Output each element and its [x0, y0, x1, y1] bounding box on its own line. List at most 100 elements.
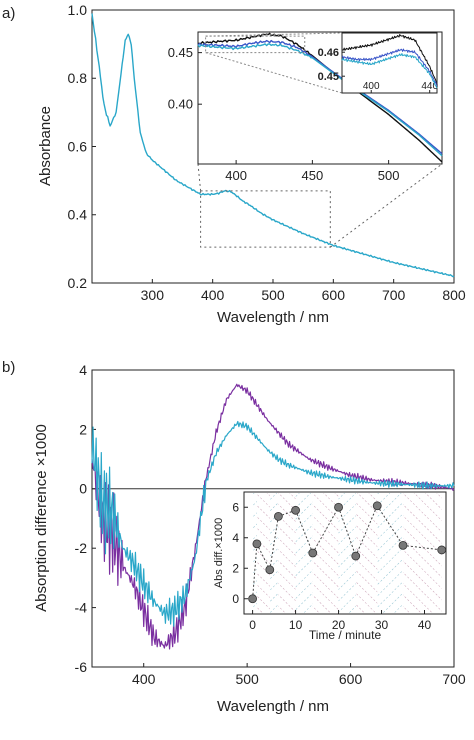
panel-a-subzoom-series-line [341, 53, 438, 89]
panel-a-subzoom-x-ticks: 400 440 [363, 81, 438, 93]
panel-b-inset-point [265, 565, 275, 575]
panel-b-inset-point [273, 512, 283, 521]
panel-b-x-tick-label: 700 [442, 671, 466, 687]
panel-a-subzoom-y-tick-label: 0.45 [318, 71, 339, 83]
panel-b-inset-hatch-band [269, 493, 279, 613]
panel-a-inset-x-tick-label: 400 [225, 168, 247, 183]
panel-b-inset-hatch-band [403, 493, 442, 613]
panel-b-inset-hatch-band [377, 493, 404, 613]
panel-a-zoom-line-left [197, 163, 202, 191]
panel-b-inset-x-tick-label: 40 [418, 618, 432, 632]
panel-b-inset-connector [312, 507, 339, 554]
panel-a-inset-x-tick-label: 500 [378, 168, 400, 183]
panel-a-inset-x-tick-label: 450 [302, 168, 324, 183]
panel-b-inset-hatch-band [295, 493, 313, 613]
panel-b-inset-connector [256, 543, 271, 570]
panel-a-series-line [91, 13, 455, 278]
panel-b-inset-connector [278, 509, 296, 517]
panel-b-y-ticks: -6 -4 -2 0 2 4 [75, 362, 96, 675]
panel-b-inset-point [308, 548, 318, 558]
panel-a-subzoom-x-tick-label: 440 [421, 81, 438, 92]
panel-b-series [91, 383, 455, 650]
panel-a-y-ticks: 0.2 0.4 0.6 0.8 1.0 [68, 2, 96, 291]
panel-a-zoom-line-right [330, 163, 443, 248]
panel-b-inset-y-tick-label: 2 [232, 561, 239, 575]
panel-a-x-tick-label: 500 [261, 287, 285, 303]
panel-b-inset-hatch-bands [252, 493, 442, 613]
panel-a-x-ticks: 300 400 500 600 700 800 [141, 279, 466, 303]
panel-b-label: b) [2, 359, 15, 376]
panel-b-inset-connector [338, 507, 357, 557]
panel-a-x-tick-label: 700 [382, 287, 406, 303]
panel-b-x-ticks: 400 500 600 700 [132, 663, 466, 687]
panel-a-inset-y-tick-label: 0.45 [168, 45, 193, 60]
panel-b-inset-frame [243, 491, 447, 615]
panel-a-x-tick-label: 600 [322, 287, 346, 303]
panel-b-inset: 0 2 4 6 0 10 20 30 40 Time / minute Abs diff.×1… [213, 491, 447, 642]
panel-b-y-tick-label: 4 [79, 362, 87, 378]
panel-b-inset-connector [402, 544, 442, 551]
panel-b-x-label: Wavelength / nm [217, 698, 329, 715]
panel-b-inset-point [334, 502, 343, 512]
panel-a-inset-x-ticks: 400 450 500 [225, 160, 399, 183]
panel-a-subzoom-y-tick-label: 0.46 [318, 47, 339, 59]
panel-a-y-tick-label: 1.0 [68, 2, 88, 18]
panel-b-inset-connector [355, 505, 378, 557]
panel-a-x-tick-label: 300 [141, 287, 165, 303]
panel-b-inset-point [291, 505, 300, 515]
panel-b-inset-point [248, 594, 257, 604]
panel-a-subzoom-x-tick-label: 400 [363, 81, 380, 92]
panel-b-frame [91, 369, 455, 668]
panel-b-inset-y-ticks: 0 2 4 6 [232, 500, 248, 606]
panel-a-subzoom-series [341, 33, 438, 89]
panel-b-y-tick-label: -2 [75, 540, 88, 556]
panel-b-y-label: Absorption difference ×1000 [33, 424, 50, 612]
panel-a-y-label: Absorbance [37, 106, 54, 186]
panel-b-y-tick-label: 0 [79, 481, 87, 497]
panel-b-inset-points [248, 501, 447, 604]
panel-b-x-tick-label: 400 [132, 671, 156, 687]
panel-b-inset-point [372, 501, 382, 511]
panel-b-inset-point [351, 551, 361, 561]
panel-b-inset-y-label: Abs diff.×1000 [213, 518, 225, 588]
panel-a-inset: 0.40 0.45 400 450 500 0.45 0.46 400 440 [168, 31, 443, 183]
panel-b-inset-hatch-band [338, 493, 356, 613]
panel-b-inset-y-tick-label: 4 [232, 531, 239, 545]
panel-b-inset-x-tick-label: 20 [332, 618, 346, 632]
panel-b-inset-connector [252, 543, 258, 599]
panel-b-inset-point [252, 539, 262, 549]
panel-a-x-tick-label: 400 [201, 287, 225, 303]
panel-a-inset-y-tick-label: 0.40 [168, 97, 193, 112]
panel-a-inset-series [197, 32, 443, 163]
panel-b-inset-point [398, 540, 408, 550]
panel-b-x-tick-label: 600 [339, 671, 363, 687]
panel-b-inset-y-tick-label: 6 [232, 500, 239, 514]
panel-a-inset-series-line [197, 39, 443, 155]
panel-b-inset-point [437, 545, 447, 555]
panel-a-x-tick-label: 800 [442, 287, 466, 303]
panel-a-inset-zoom-line-top [205, 32, 343, 37]
panel-a: a) 0.2 0.4 0.6 0.8 1.0 300 400 500 600 700 800 Wa… [2, 2, 466, 326]
panel-a-y-tick-label: 0.2 [68, 275, 88, 291]
panel-a-subzoom-series-line [341, 33, 438, 84]
panel-a-label: a) [2, 5, 15, 22]
panel-b-inset-connector [269, 516, 279, 570]
panel-a-inset-y-ticks: 0.40 0.45 [168, 45, 202, 112]
panel-b-inset-x-tick-label: 0 [249, 618, 256, 632]
panel-b-y-tick-label: -6 [75, 659, 88, 675]
panel-a-y-tick-label: 0.4 [68, 207, 88, 223]
panel-a-y-tick-label: 0.6 [68, 138, 88, 154]
panel-b-inset-hatch-band [256, 493, 270, 613]
panel-a-x-label: Wavelength / nm [217, 309, 329, 326]
panel-a-inset-zoom-box [205, 35, 306, 54]
panel-b-y-tick-label: -4 [75, 600, 88, 616]
panel-a-subzoom-series-line [341, 48, 438, 87]
panel-a-y-tick-label: 0.8 [68, 70, 88, 86]
panel-b-inset-x-tick-label: 30 [375, 618, 389, 632]
panel-b-y-tick-label: 2 [79, 421, 87, 437]
panel-b-inset-x-label: Time / minute [309, 628, 382, 642]
panel-a-subzoom-y-ticks: 0.45 0.46 [318, 47, 345, 83]
panel-b-inset-y-tick-label: 0 [232, 592, 239, 606]
